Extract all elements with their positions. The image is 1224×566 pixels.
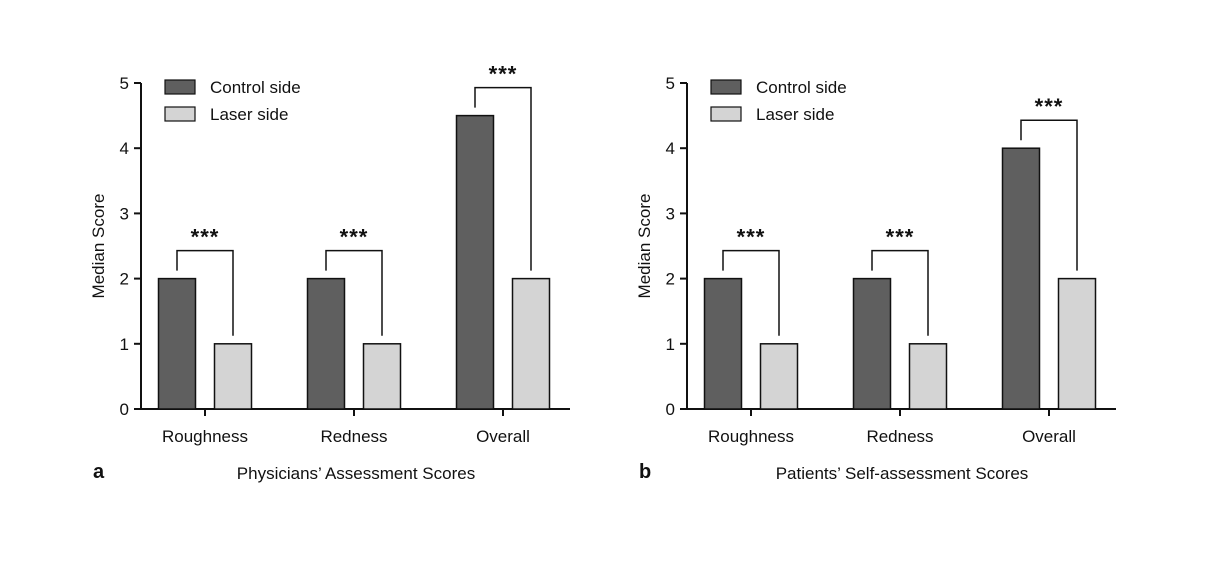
chart-panel-a: 0 1 2 3 4 5 Median Score Roughness *** Redness ***… [89, 62, 570, 483]
legend-label: Laser side [756, 105, 834, 124]
y-tick-label: 1 [666, 335, 675, 354]
panel-letter: a [93, 461, 105, 483]
significance-label: *** [1035, 94, 1064, 119]
bar-laser-side [213, 343, 253, 410]
y-axis-title: Median Score [89, 194, 108, 299]
bar-control-side [703, 277, 743, 410]
significance-bracket [474, 86, 532, 271]
legend-label: Laser side [210, 105, 288, 124]
legend-label: Control side [756, 78, 847, 97]
significance-bracket [176, 249, 234, 336]
legend-swatch-control-side [164, 79, 196, 95]
legend-swatch-control-side [710, 79, 742, 95]
bar-laser-side [759, 343, 799, 410]
y-tick-label: 1 [120, 335, 129, 354]
x-tick-label: Overall [1022, 427, 1076, 446]
y-tick-label: 3 [120, 204, 129, 223]
significance-bracket [871, 249, 929, 336]
significance-bracket [325, 249, 383, 336]
bar-laser-side [362, 343, 402, 410]
significance-bracket [722, 249, 780, 336]
legend-label: Control side [210, 78, 301, 97]
chart-panel-b: 0 1 2 3 4 5 Median Score Roughness *** Redness ***… [635, 74, 1116, 483]
significance-label: *** [489, 62, 518, 87]
significance-bracket [1020, 119, 1078, 271]
y-tick-label: 5 [666, 74, 675, 93]
bar-control-side [852, 277, 892, 410]
significance-label: *** [886, 225, 915, 250]
x-tick-label: Redness [866, 427, 933, 446]
x-axis-title: Patients’ Self-assessment Scores [776, 464, 1029, 483]
x-tick-label: Overall [476, 427, 530, 446]
legend-swatch-laser-side [164, 106, 196, 122]
significance-label: *** [737, 225, 766, 250]
y-tick-label: 3 [666, 204, 675, 223]
x-tick-label: Redness [320, 427, 387, 446]
x-tick-label: Roughness [162, 427, 248, 446]
y-tick-label: 0 [666, 400, 675, 419]
bar-control-side [1001, 147, 1041, 410]
significance-label: *** [191, 225, 220, 250]
bar-control-side [455, 114, 495, 410]
y-tick-label: 4 [120, 139, 129, 158]
significance-label: *** [340, 225, 369, 250]
bar-control-side [157, 277, 197, 410]
y-tick-label: 2 [666, 270, 675, 289]
x-axis-title: Physicians’ Assessment Scores [237, 464, 475, 483]
y-tick-label: 2 [120, 270, 129, 289]
y-tick-label: 0 [120, 400, 129, 419]
x-tick-label: Roughness [708, 427, 794, 446]
bar-laser-side [1057, 277, 1097, 410]
panel-letter: b [639, 461, 651, 483]
y-tick-label: 5 [120, 74, 129, 93]
bar-control-side [306, 277, 346, 410]
y-tick-label: 4 [666, 139, 675, 158]
bar-laser-side [511, 277, 551, 410]
y-axis-title: Median Score [635, 194, 654, 299]
legend-swatch-laser-side [710, 106, 742, 122]
bar-laser-side [908, 343, 948, 410]
